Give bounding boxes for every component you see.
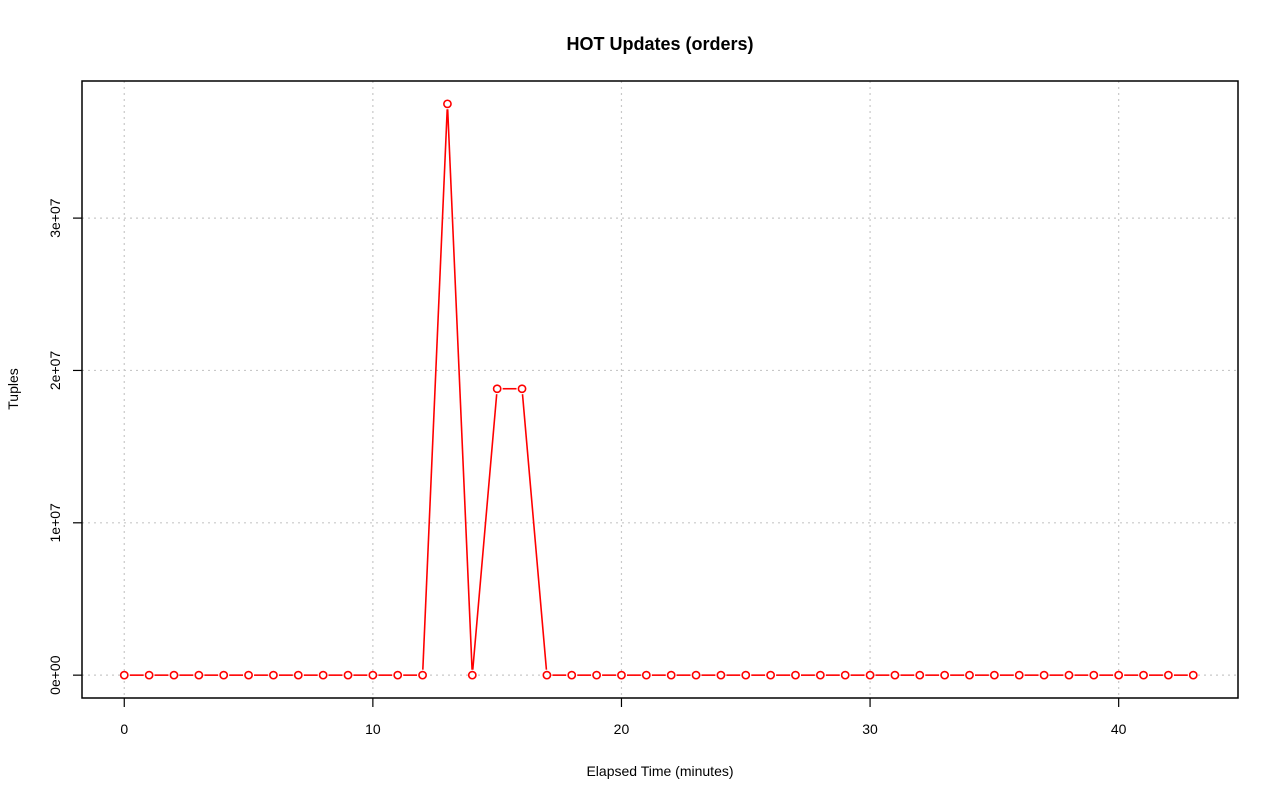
data-point xyxy=(965,670,974,680)
data-point xyxy=(492,384,502,394)
series-segment xyxy=(446,109,473,670)
data-point xyxy=(244,670,253,680)
data-point xyxy=(815,670,825,680)
data-point xyxy=(393,670,403,680)
data-point xyxy=(1064,670,1074,680)
data-point xyxy=(293,670,303,680)
data-point xyxy=(1188,670,1198,680)
data-point xyxy=(766,670,776,680)
data-point xyxy=(1014,670,1024,680)
data-point xyxy=(517,384,527,394)
data-point xyxy=(318,670,328,680)
data-point xyxy=(443,99,452,109)
data-point xyxy=(592,670,602,680)
data-point xyxy=(219,670,229,680)
data-point xyxy=(865,670,875,680)
x-axis: 0 10 20 30 40 xyxy=(120,698,1127,737)
y-tick-label: 0e+00 xyxy=(47,655,63,695)
x-tick-label: 30 xyxy=(862,721,878,737)
data-point xyxy=(741,670,751,680)
data-point xyxy=(194,670,204,680)
data-point xyxy=(169,670,179,680)
series-segment xyxy=(521,394,548,670)
x-tick-label: 20 xyxy=(614,721,630,737)
series-layer xyxy=(119,99,1198,680)
x-tick-label: 40 xyxy=(1111,721,1127,737)
data-point xyxy=(343,670,353,680)
data-point xyxy=(542,670,552,680)
y-tick-label: 2e+07 xyxy=(47,351,63,391)
grid xyxy=(82,81,1238,698)
data-point xyxy=(840,670,850,680)
x-tick-label: 0 xyxy=(120,721,128,737)
data-point xyxy=(691,670,701,680)
data-point xyxy=(1163,670,1173,680)
data-point xyxy=(1139,670,1148,680)
y-axis-label: Tuples xyxy=(5,368,21,410)
data-point xyxy=(269,670,278,680)
x-tick-label: 10 xyxy=(365,721,381,737)
data-point xyxy=(144,670,154,680)
x-axis-label: Elapsed Time (minutes) xyxy=(586,763,733,779)
data-point xyxy=(666,670,676,680)
series-segment xyxy=(422,109,449,670)
plot-frame xyxy=(81,80,1239,699)
data-point xyxy=(1039,670,1049,680)
y-tick-label: 1e+07 xyxy=(47,503,63,543)
data-point xyxy=(641,670,651,680)
data-point xyxy=(1089,670,1099,680)
data-point xyxy=(467,670,477,680)
data-point xyxy=(989,670,999,680)
data-point xyxy=(716,670,726,680)
data-point xyxy=(617,670,626,680)
data-point xyxy=(119,670,129,680)
chart-title: HOT Updates (orders) xyxy=(566,34,753,54)
data-point xyxy=(890,670,900,680)
data-point xyxy=(940,670,950,680)
data-point xyxy=(418,670,427,680)
data-point xyxy=(567,670,577,680)
data-point xyxy=(915,670,925,680)
data-point xyxy=(368,670,378,680)
y-axis: 0e+00 1e+07 2e+07 3e+07 xyxy=(47,198,82,695)
data-point xyxy=(791,670,800,680)
series-segment xyxy=(471,394,498,670)
data-point xyxy=(1114,670,1124,680)
y-tick-label: 3e+07 xyxy=(47,198,63,238)
